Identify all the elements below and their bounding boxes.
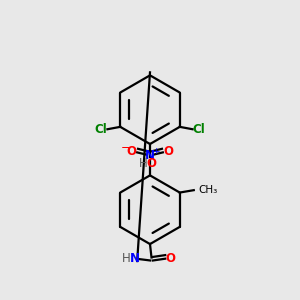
Text: O: O <box>164 145 174 158</box>
Text: −: − <box>121 140 131 154</box>
Text: H: H <box>122 252 130 265</box>
Text: +: + <box>152 147 159 156</box>
Text: O: O <box>147 157 157 170</box>
Text: O: O <box>126 145 136 158</box>
Text: N: N <box>145 149 155 163</box>
Text: N: N <box>130 252 140 265</box>
Text: Cl: Cl <box>94 123 107 136</box>
Text: CH₃: CH₃ <box>199 185 218 195</box>
Text: O: O <box>166 252 176 265</box>
Text: Cl: Cl <box>193 123 206 136</box>
Text: H: H <box>139 157 148 170</box>
